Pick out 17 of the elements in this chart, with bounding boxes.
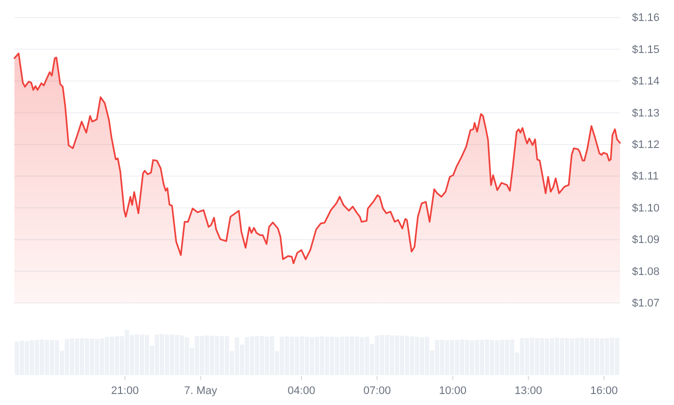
x-tick-label: 07:00 bbox=[363, 384, 391, 397]
y-tick-label: $1.13 bbox=[632, 107, 660, 120]
y-tick-label: $1.10 bbox=[632, 202, 660, 214]
x-tick-label: 10:00 bbox=[438, 384, 467, 397]
y-tick-label: $1.16 bbox=[632, 12, 660, 24]
y-tick-label: $1.07 bbox=[632, 298, 660, 310]
y-tick-label: $1.08 bbox=[632, 266, 660, 278]
y-tick-label: $1.11 bbox=[632, 170, 659, 183]
y-tick-label: $1.15 bbox=[632, 44, 660, 56]
x-tick-label: 21:00 bbox=[111, 384, 139, 397]
y-tick-label: $1.12 bbox=[632, 138, 660, 151]
x-tick-label: 04:00 bbox=[288, 384, 316, 397]
x-tick-label: 13:00 bbox=[514, 384, 542, 397]
x-tick-label: 16:00 bbox=[590, 384, 618, 397]
x-tick-label: 7. May bbox=[184, 384, 218, 397]
y-tick-label: $1.14 bbox=[632, 76, 660, 88]
y-tick-label: $1.09 bbox=[632, 234, 660, 246]
